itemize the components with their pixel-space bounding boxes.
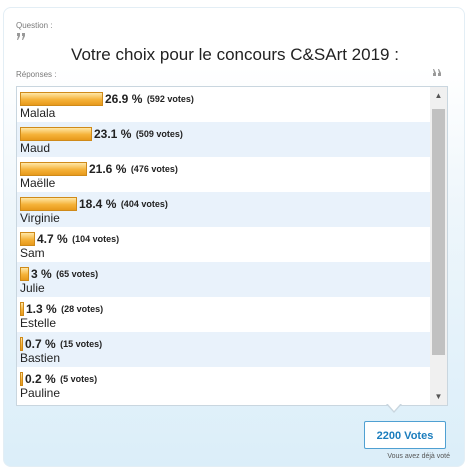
result-row: 18.4 % (404 votes) Virginie [17,192,430,227]
result-votes: (28 votes) [61,303,104,314]
result-name: Malala [20,106,56,120]
result-row: 0.2 % (5 votes) Pauline [17,367,430,402]
already-voted-text: Vous avez déjà voté [387,453,450,460]
result-bar [20,336,23,351]
result-votes: (404 votes) [120,198,168,209]
bubble-tail-inner [387,403,401,411]
question-label: Question : [16,21,53,30]
result-bar-line: 21.6 % (476 votes) [20,160,178,176]
result-name: Sam [20,246,45,260]
result-percent: 0.7 % [25,336,56,351]
result-bar-line: 1.3 % (28 votes) [20,300,103,316]
result-bar-line: 0.7 % (15 votes) [20,335,102,351]
result-votes: (509 votes) [135,128,183,139]
result-percent: 23.1 % [94,126,132,141]
scrollbar[interactable]: ▲ ▼ [430,87,447,405]
result-bar [20,266,29,281]
result-row: 1.3 % (28 votes) Estelle [17,297,430,332]
result-votes: (65 votes) [56,268,99,279]
result-name: Maëlle [20,176,56,190]
result-percent: 18.4 % [79,196,117,211]
result-votes: (592 votes) [146,93,194,104]
question-title: Votre choix pour le concours C&SArt 2019… [71,45,399,64]
result-row: 23.1 % (509 votes) Maud [17,122,430,157]
result-percent: 21.6 % [89,161,127,176]
result-bar-line: 0.2 % (5 votes) [20,370,97,386]
result-votes: (104 votes) [72,233,120,244]
result-name: Bastien [20,351,61,365]
result-name: Pauline [20,386,61,400]
result-row: 26.9 % (592 votes) Malala [17,87,430,122]
result-name: Virginie [20,211,60,225]
result-percent: 0.2 % [25,371,56,386]
arrow-up-icon[interactable]: ▲ [434,91,443,100]
result-votes: (476 votes) [130,163,178,174]
result-votes: (15 votes) [60,338,103,349]
result-bar-line: 3 % (65 votes) [20,265,98,281]
result-bar-line: 26.9 % (592 votes) [20,90,194,106]
result-name: Maud [20,141,51,155]
result-row: 3 % (65 votes) Julie [17,262,430,297]
result-bar [20,231,35,246]
total-votes-button[interactable]: 2200 Votes [364,421,446,449]
scrollbar-thumb[interactable] [432,109,445,355]
results-list: 26.9 % (592 votes) Malala 23.1 % (509 vote… [16,86,448,406]
result-percent: 26.9 % [105,91,143,106]
result-percent: 4.7 % [37,231,68,246]
result-bar-line: 23.1 % (509 votes) [20,125,183,141]
result-name: Estelle [20,316,57,330]
result-bar [20,301,24,316]
result-percent: 3 % [31,266,52,281]
result-bar [20,91,103,106]
result-bar [20,126,92,141]
result-bar [20,371,23,386]
arrow-down-icon[interactable]: ▼ [434,392,443,401]
result-bar-line: 18.4 % (404 votes) [20,195,168,211]
result-percent: 1.3 % [26,301,57,316]
result-row: 4.7 % (104 votes) Sam [17,227,430,262]
quote-icon [17,33,25,40]
result-row: 0.7 % (15 votes) Bastien [17,332,430,367]
result-bar [20,161,87,176]
result-votes: (5 votes) [60,373,98,384]
responses-label: Réponses : [16,70,57,79]
result-row: 21.6 % (476 votes) Maëlle [17,157,430,192]
quote-close-icon [433,69,441,76]
result-name: Julie [20,281,45,295]
result-bar-line: 4.7 % (104 votes) [20,230,119,246]
result-bar [20,196,77,211]
